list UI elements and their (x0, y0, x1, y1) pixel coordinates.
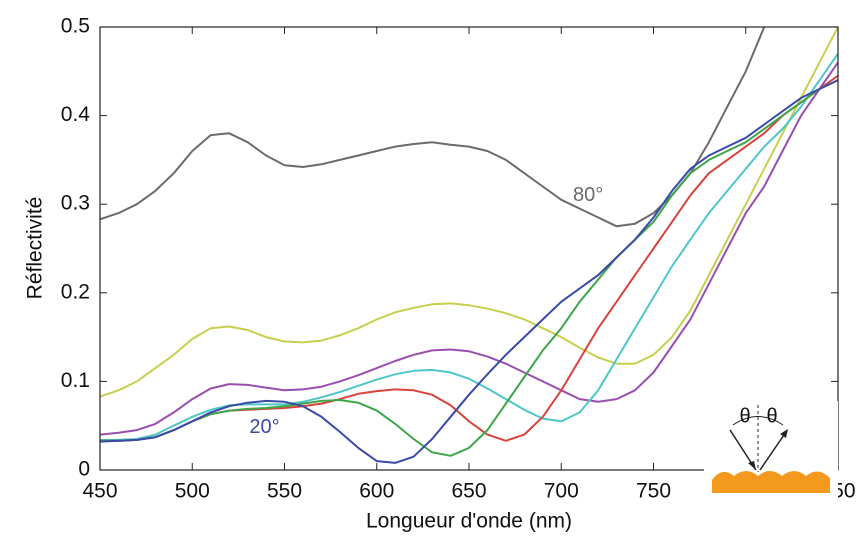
x-axis-title: Longueur d'onde (nm) (366, 510, 572, 533)
y-axis-title: Réflectivité (24, 197, 47, 300)
y-tick-label: 0 (78, 458, 90, 481)
y-tick-label: 0.4 (61, 103, 91, 126)
plot-frame (99, 26, 839, 471)
series-line (100, 79, 838, 457)
y-tick-label: 0.3 (61, 192, 90, 215)
x-tick-label: 500 (175, 480, 210, 503)
inset-reflected (759, 431, 787, 471)
series-annotation: 20° (249, 416, 279, 438)
y-tick-label: 0.5 (61, 15, 90, 38)
x-tick-label: 750 (636, 480, 671, 503)
series-line (100, 27, 838, 398)
inset-label: θ (739, 405, 750, 427)
series-line (100, 27, 766, 228)
x-tick-label: 700 (544, 480, 579, 503)
x-tick-label: 550 (267, 480, 302, 503)
series-line (100, 79, 838, 464)
series-annotation: 80° (573, 184, 603, 206)
inset-label: θ (766, 405, 777, 427)
inset-icon: θ θ (704, 401, 838, 499)
inset-surface (712, 471, 830, 493)
series-line (100, 53, 838, 441)
y-tick-label: 0.1 (61, 369, 90, 392)
y-tick-label: 0.2 (61, 280, 90, 303)
series-line (100, 61, 838, 436)
inset-arrowhead (780, 429, 788, 438)
x-tick-label: 650 (451, 480, 486, 503)
x-tick-label: 600 (359, 480, 394, 503)
inset-arrowhead (748, 461, 756, 470)
x-tick-label: 450 (82, 480, 117, 503)
inset-arc (732, 416, 784, 426)
